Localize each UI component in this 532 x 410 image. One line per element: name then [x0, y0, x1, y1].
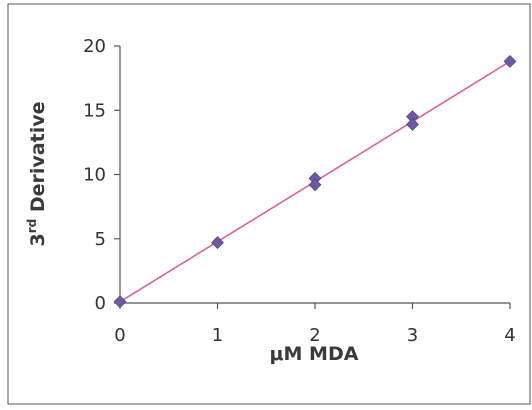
- x-axis-title: μM MDA: [270, 343, 359, 365]
- y-tick-label: 15: [83, 100, 106, 121]
- y-tick-label: 5: [95, 229, 106, 250]
- y-axis-ticks: 0 5 10 15 20: [83, 36, 120, 314]
- y-tick-label: 20: [83, 36, 106, 57]
- y-axis-title: 3rd Derivative: [25, 102, 49, 247]
- data-points: [113, 54, 517, 309]
- x-tick-label: 0: [114, 325, 125, 346]
- y-axis-title-prefix: 3: [27, 233, 49, 246]
- x-tick-label: 1: [212, 325, 223, 346]
- y-axis-title-suffix: Derivative: [27, 102, 49, 219]
- data-point-marker: [211, 236, 224, 250]
- data-point-marker: [503, 54, 517, 68]
- data-point-marker: [406, 117, 419, 131]
- x-tick-label: 3: [407, 325, 418, 346]
- y-tick-label: 10: [83, 165, 106, 186]
- chart-border: [7, 3, 531, 405]
- data-point-marker: [308, 178, 322, 192]
- y-tick-label: 0: [95, 293, 106, 314]
- y-axis-title-superscript: rd: [25, 219, 39, 234]
- x-tick-label: 2: [309, 325, 320, 346]
- data-point-marker: [113, 295, 127, 309]
- x-tick-label: 4: [504, 325, 515, 346]
